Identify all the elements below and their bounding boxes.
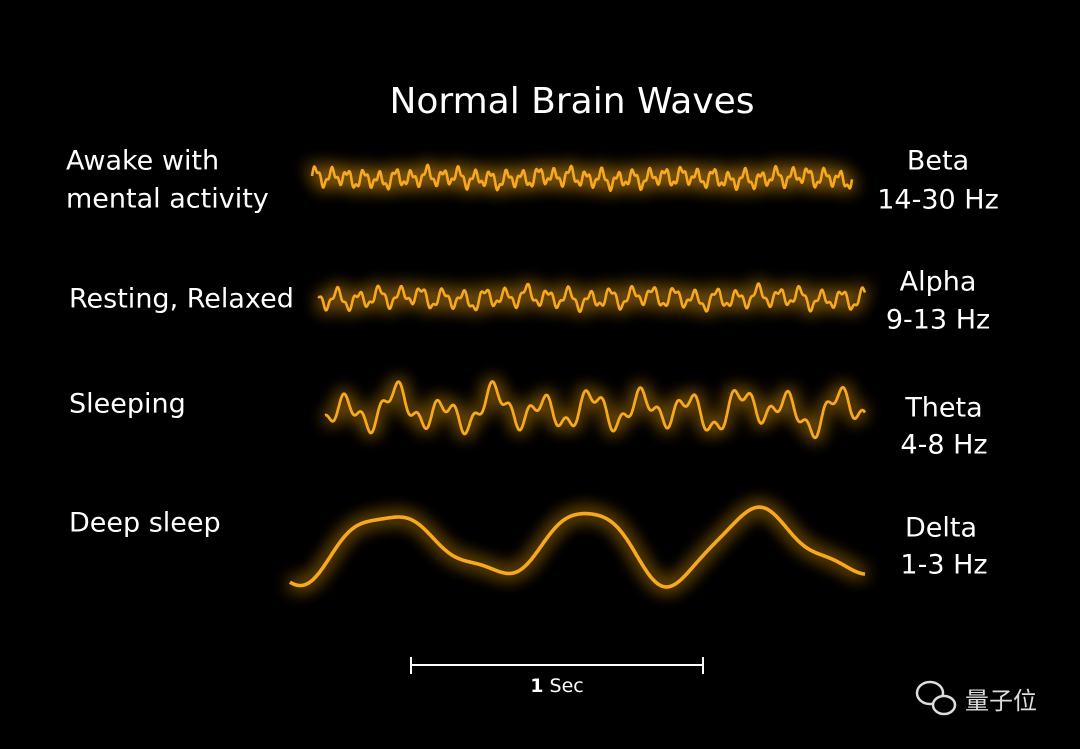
frequency: 9-13 Hz <box>886 305 990 336</box>
title: Normal Brain Waves <box>389 81 754 122</box>
scale-number: 1 <box>530 675 543 697</box>
scale-unit: Sec <box>550 675 584 697</box>
watermark: 量子位 <box>965 687 1037 715</box>
wave-name: Theta <box>904 393 982 424</box>
scale-bar <box>410 657 704 674</box>
state-label: Awake with <box>66 146 219 177</box>
state-label: mental activity <box>66 184 269 215</box>
wave-name: Beta <box>907 146 969 177</box>
scale-label: 1 Sec <box>530 675 583 697</box>
frequency: 14-30 Hz <box>877 185 999 216</box>
state-label: Deep sleep <box>69 508 221 539</box>
watermark-icon <box>915 680 957 716</box>
wave <box>310 163 854 192</box>
frequency: 4-8 Hz <box>900 430 987 461</box>
state-label: Sleeping <box>69 389 186 420</box>
wave <box>324 380 867 440</box>
frequency: 1-3 Hz <box>900 550 987 581</box>
wave <box>289 505 866 589</box>
wave-name: Alpha <box>900 267 977 298</box>
wave <box>317 282 867 314</box>
wave-name: Delta <box>905 513 977 544</box>
waves <box>289 163 867 589</box>
state-label: Resting, Relaxed <box>69 284 294 315</box>
